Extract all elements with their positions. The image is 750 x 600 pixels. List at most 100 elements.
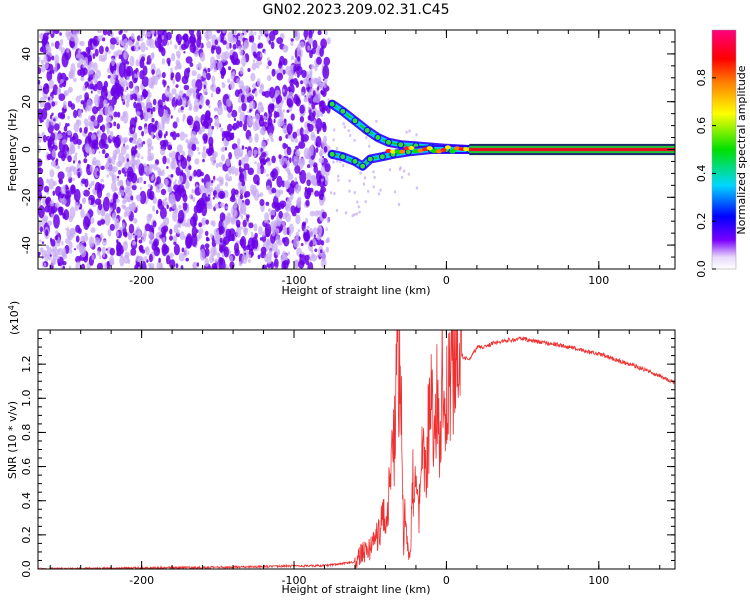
noise-speckle	[312, 227, 319, 236]
noise-speckle	[118, 179, 124, 187]
noise-speckle	[159, 148, 166, 156]
noise-speckle	[144, 167, 148, 173]
noise-speckle	[87, 76, 92, 82]
noise-speckle	[164, 80, 167, 86]
noise-speckle	[131, 155, 136, 161]
noise-speckle	[96, 250, 101, 256]
noise-speckle	[113, 121, 117, 127]
noise-speckle	[228, 152, 233, 160]
noise-speckle	[270, 261, 274, 269]
noise-speckle	[66, 146, 70, 152]
noise-speckle	[362, 182, 366, 186]
noise-speckle	[132, 93, 137, 100]
noise-speckle	[295, 150, 301, 156]
noise-speckle	[304, 37, 307, 41]
noise-speckle	[73, 77, 77, 83]
spectrogram-x-axis-label: Height of straight line (km)	[281, 284, 430, 297]
noise-speckle	[38, 67, 42, 75]
noise-speckle	[145, 97, 151, 109]
noise-speckle	[203, 146, 206, 151]
noise-speckle	[97, 203, 103, 211]
noise-speckle	[146, 61, 149, 65]
noise-speckle	[158, 182, 164, 188]
noise-speckle	[101, 149, 106, 155]
noise-speckle	[125, 206, 131, 217]
noise-speckle	[297, 159, 302, 166]
noise-speckle	[297, 98, 301, 102]
noise-speckle	[196, 37, 202, 48]
noise-speckle	[124, 173, 127, 177]
noise-speckle	[138, 163, 145, 176]
noise-speckle	[59, 39, 64, 46]
noise-speckle	[294, 72, 297, 77]
noise-speckle	[321, 105, 326, 115]
noise-speckle	[307, 123, 314, 132]
noise-speckle	[297, 56, 301, 62]
noise-speckle	[321, 211, 327, 219]
noise-speckle	[199, 104, 202, 110]
noise-speckle	[124, 139, 127, 144]
noise-speckle	[343, 125, 346, 129]
noise-speckle	[54, 202, 60, 208]
noise-speckle	[91, 106, 99, 115]
noise-speckle	[238, 106, 242, 114]
noise-speckle	[102, 99, 108, 107]
noise-speckle	[55, 62, 58, 68]
upper-branch-blob	[339, 107, 347, 115]
noise-speckle	[306, 149, 312, 160]
colorbar: 0.0 0.2 0.4 0.6 0.8 Normalized spectral ampl…	[695, 29, 748, 278]
noise-speckle	[150, 131, 154, 139]
noise-speckle	[158, 226, 160, 231]
noise-speckle	[291, 55, 294, 61]
noise-speckle	[185, 56, 193, 64]
noise-speckle	[271, 230, 276, 237]
noise-speckle	[172, 78, 176, 85]
noise-speckle	[324, 78, 328, 83]
noise-speckle	[67, 86, 73, 93]
noise-speckle	[136, 262, 141, 267]
noise-speckle	[259, 198, 265, 207]
noise-speckle	[201, 150, 207, 159]
noise-speckle	[42, 38, 47, 45]
noise-speckle	[118, 190, 122, 196]
lower-branch-blob	[378, 153, 386, 161]
noise-speckle	[181, 35, 186, 41]
noise-speckle	[51, 148, 56, 158]
noise-speckle	[333, 128, 336, 132]
noise-speckle	[174, 179, 177, 182]
noise-speckle	[84, 143, 90, 153]
noise-speckle	[75, 235, 80, 243]
noise-speckle	[55, 230, 59, 235]
noise-speckle	[299, 41, 305, 49]
noise-speckle	[67, 169, 72, 179]
noise-speckle	[167, 187, 173, 193]
noise-speckle	[269, 209, 275, 218]
noise-speckle	[103, 143, 109, 150]
noise-speckle	[45, 229, 49, 237]
noise-speckle	[97, 89, 102, 95]
noise-speckle	[145, 46, 149, 51]
noise-speckle	[126, 61, 130, 65]
lower-branch-blob	[366, 155, 374, 163]
noise-speckle	[303, 228, 307, 233]
noise-speckle	[69, 90, 72, 93]
noise-speckle	[210, 66, 213, 71]
noise-speckle	[175, 166, 181, 176]
noise-speckle	[54, 66, 58, 73]
noise-speckle	[246, 30, 249, 33]
noise-speckle	[189, 43, 197, 53]
noise-speckle	[47, 97, 51, 101]
noise-speckle	[104, 262, 108, 269]
noise-speckle	[148, 143, 151, 148]
snr-marks	[38, 330, 675, 569]
noise-speckle	[134, 116, 138, 123]
noise-speckle	[163, 105, 168, 110]
noise-speckle	[116, 161, 122, 168]
noise-speckle	[234, 58, 241, 66]
noise-speckle	[204, 230, 209, 236]
noise-speckle	[50, 239, 56, 247]
noise-speckle	[134, 149, 138, 154]
noise-speckle	[59, 207, 62, 211]
noise-speckle	[191, 233, 198, 247]
noise-speckle	[257, 101, 264, 114]
